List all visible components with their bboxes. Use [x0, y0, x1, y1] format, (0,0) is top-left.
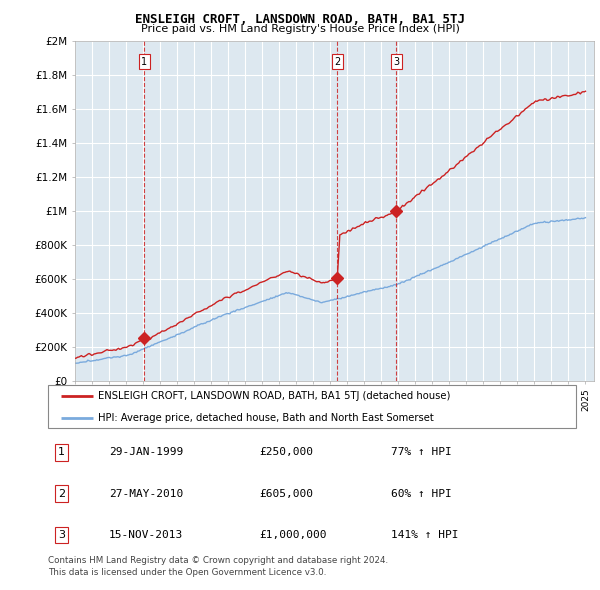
Text: ENSLEIGH CROFT, LANSDOWN ROAD, BATH, BA1 5TJ: ENSLEIGH CROFT, LANSDOWN ROAD, BATH, BA1…	[135, 13, 465, 26]
Text: This data is licensed under the Open Government Licence v3.0.: This data is licensed under the Open Gov…	[48, 568, 326, 576]
Text: 2: 2	[334, 57, 341, 67]
Text: 2: 2	[58, 489, 65, 499]
Text: 3: 3	[393, 57, 400, 67]
Text: £605,000: £605,000	[259, 489, 313, 499]
Text: 77% ↑ HPI: 77% ↑ HPI	[391, 447, 452, 457]
Text: 1: 1	[142, 57, 148, 67]
FancyBboxPatch shape	[48, 385, 576, 428]
Text: Price paid vs. HM Land Registry's House Price Index (HPI): Price paid vs. HM Land Registry's House …	[140, 24, 460, 34]
Text: 15-NOV-2013: 15-NOV-2013	[109, 530, 183, 540]
Text: 60% ↑ HPI: 60% ↑ HPI	[391, 489, 452, 499]
Text: Contains HM Land Registry data © Crown copyright and database right 2024.: Contains HM Land Registry data © Crown c…	[48, 556, 388, 565]
Text: ENSLEIGH CROFT, LANSDOWN ROAD, BATH, BA1 5TJ (detached house): ENSLEIGH CROFT, LANSDOWN ROAD, BATH, BA1…	[98, 391, 451, 401]
Text: £1,000,000: £1,000,000	[259, 530, 327, 540]
Text: 1: 1	[58, 447, 65, 457]
Text: £250,000: £250,000	[259, 447, 313, 457]
Text: HPI: Average price, detached house, Bath and North East Somerset: HPI: Average price, detached house, Bath…	[98, 414, 434, 424]
Text: 141% ↑ HPI: 141% ↑ HPI	[391, 530, 459, 540]
Text: 3: 3	[58, 530, 65, 540]
Text: 29-JAN-1999: 29-JAN-1999	[109, 447, 183, 457]
Text: 27-MAY-2010: 27-MAY-2010	[109, 489, 183, 499]
